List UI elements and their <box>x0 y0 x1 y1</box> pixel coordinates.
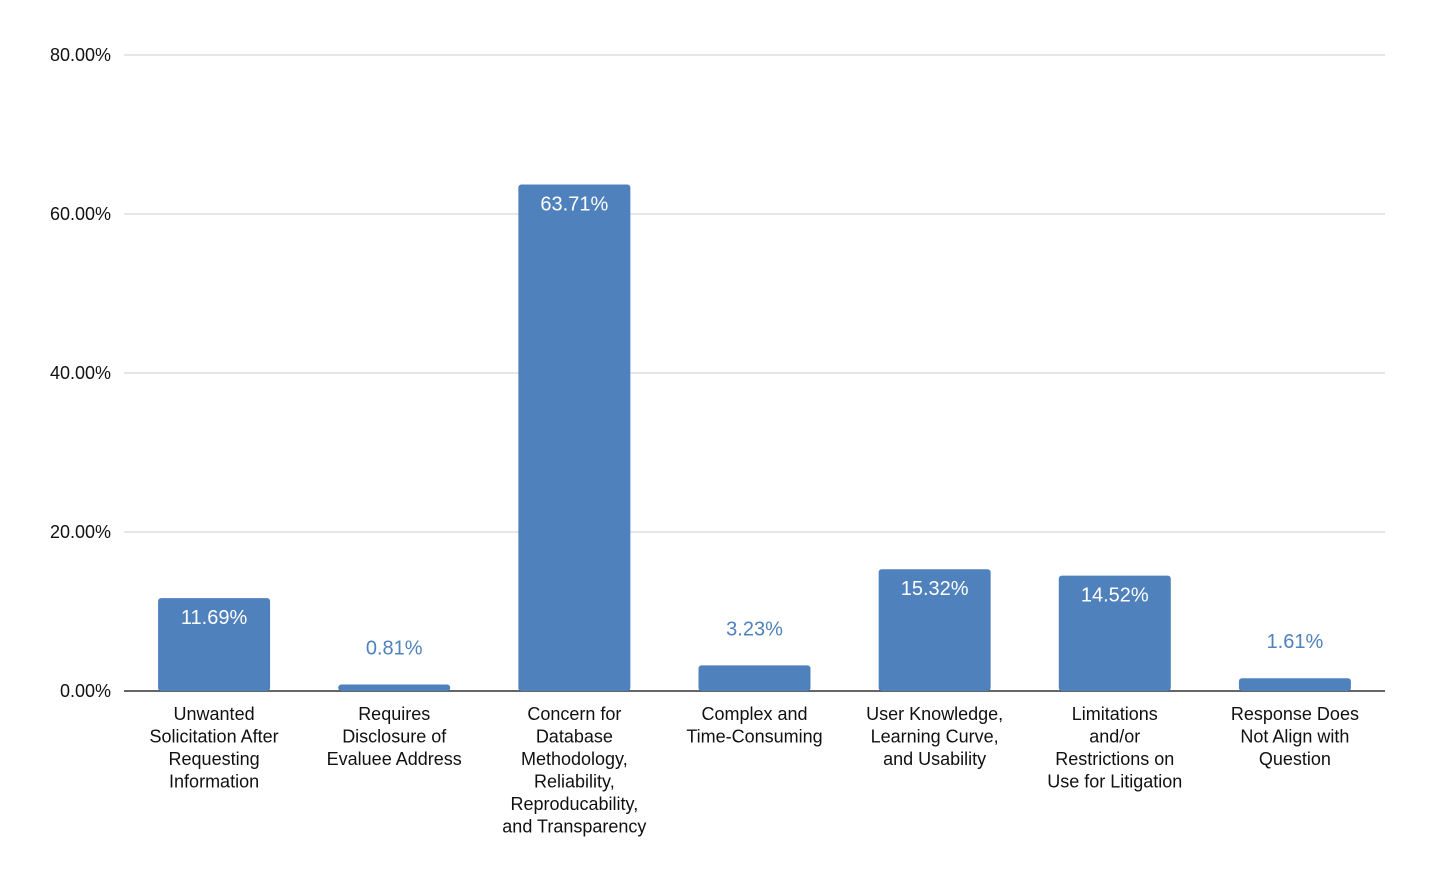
bar <box>338 684 451 691</box>
gridlines <box>124 54 1385 692</box>
y-tick-label: 80.00% <box>50 45 111 65</box>
y-tick-label: 60.00% <box>50 204 111 224</box>
data-label: 14.52% <box>1081 585 1149 607</box>
y-tick-label: 40.00% <box>50 363 111 383</box>
x-category-label: Concern for Database Methodology, Reliabili… <box>502 704 646 837</box>
bar <box>1058 575 1171 691</box>
y-tick-label: 0.00% <box>60 681 111 701</box>
x-category-label: Response Does Not Align with Question <box>1231 704 1359 769</box>
bars <box>158 184 1351 691</box>
data-label: 1.61% <box>1267 631 1324 653</box>
y-axis-ticks: 0.00% 20.00% 40.00% 60.00% 80.00% <box>50 45 111 701</box>
y-tick-label: 20.00% <box>50 522 111 542</box>
data-labels: 11.69% 0.81% 63.71% 3.23% 15.32% 14.52% 1.61% <box>181 194 1324 660</box>
data-label: 3.23% <box>726 618 783 640</box>
x-category-label: Limitations and/or Restrictions on Use for … <box>1047 704 1182 792</box>
data-label: 11.69% <box>181 607 248 629</box>
data-label: 15.32% <box>901 578 969 600</box>
bar <box>878 569 991 691</box>
x-category-label: Unwanted Solicitation After Requesting Info… <box>150 704 279 792</box>
x-category-label: Complex and Time-Consuming <box>686 704 822 747</box>
data-label: 0.81% <box>366 638 423 660</box>
data-label: 63.71% <box>540 194 608 216</box>
x-axis-categories: Unwanted Solicitation After Requesting Info… <box>150 704 1359 837</box>
bar <box>158 598 271 691</box>
x-category-label: Requires Disclosure of Evaluee Address <box>327 704 462 769</box>
x-category-label: User Knowledge, Learning Curve, and Usabil… <box>866 704 1003 769</box>
bar <box>1238 678 1351 691</box>
bar <box>698 665 811 691</box>
bar <box>518 184 631 691</box>
